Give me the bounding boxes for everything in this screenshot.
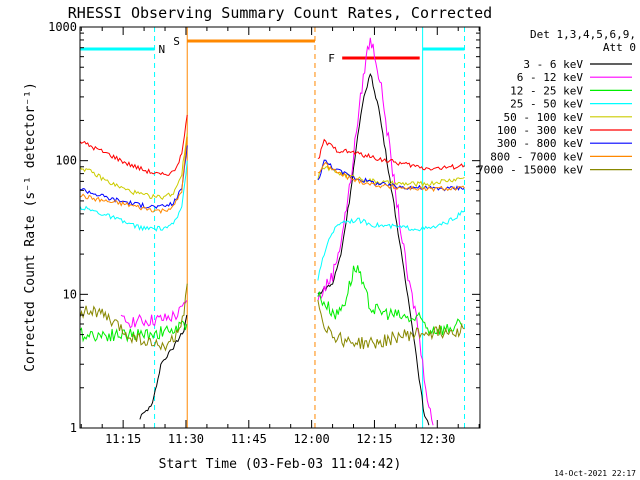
- x-tick-label-4: 12:15: [356, 432, 392, 446]
- legend-entry-label-4: 50 - 100 keV: [504, 111, 584, 124]
- flag-label-N: N: [159, 43, 166, 56]
- series-line-4-seg-0: [79, 133, 188, 200]
- series-line-8-seg-0: [79, 283, 188, 352]
- series-line-4-seg-1: [317, 165, 465, 188]
- legend-header-line2: Att 0: [603, 41, 636, 54]
- series-line-8-seg-1: [317, 299, 465, 350]
- flag-label-S: S: [173, 35, 180, 48]
- plot-frame: [79, 26, 481, 429]
- chart-title: RHESSI Observing Summary Count Rates, Co…: [68, 4, 492, 22]
- series-line-7-seg-1: [317, 161, 465, 193]
- x-tick-label-0: 11:15: [105, 432, 141, 446]
- x-tick-label-1: 11:30: [168, 432, 204, 446]
- x-tick-label-2: 11:45: [231, 432, 267, 446]
- legend-entry-label-6: 300 - 800 keV: [497, 137, 583, 150]
- footer-date: 14-Oct-2021 22:17: [554, 469, 636, 478]
- x-axis: 11:15 11:30 11:45 12:00 12:15 12:30: [80, 27, 480, 446]
- series-line-0-seg-1: [317, 72, 430, 426]
- series-line-7-seg-0: [79, 137, 188, 214]
- legend-entry-label-7: 800 - 7000 keV: [490, 150, 583, 163]
- series-line-1-seg-0: [120, 300, 188, 329]
- legend-entry-label-1: 6 - 12 keV: [517, 71, 584, 84]
- series-line-2-seg-0: [79, 320, 188, 343]
- y-axis-label: Corrected Count Rate (s⁻¹ detector⁻¹): [23, 82, 38, 372]
- legend-entry-label-3: 25 - 50 keV: [510, 98, 583, 111]
- x-tick-label-5: 12:30: [419, 432, 455, 446]
- series-line-2-seg-1: [317, 265, 463, 336]
- x-axis-label: Start Time (03-Feb-03 11:04:42): [159, 457, 402, 472]
- legend-entry-label-8: 7000 - 15000 keV: [477, 164, 583, 177]
- y-tick-label-0: 1: [70, 421, 77, 435]
- series-line-3-seg-1: [317, 210, 465, 281]
- series-line-3-seg-0: [79, 160, 188, 232]
- legend-entry-label-2: 12 - 25 keV: [510, 84, 583, 97]
- series-line-5-seg-1: [317, 138, 465, 171]
- flag-label-F: F: [328, 52, 335, 65]
- legend-header-line1: Det 1,3,4,5,6,9,: [530, 28, 636, 41]
- legend-entry-label-0: 3 - 6 keV: [523, 58, 583, 71]
- series-line-0-seg-0: [139, 314, 188, 420]
- y-tick-label-3: 1000: [48, 20, 77, 34]
- series-line-1-seg-1: [317, 37, 434, 426]
- y-tick-label-1: 10: [63, 287, 77, 301]
- y-axis: 1 10 100 1000: [48, 20, 480, 435]
- y-tick-label-2: 100: [55, 154, 77, 168]
- x-tick-label-3: 12:00: [294, 432, 330, 446]
- plot-area: NS F: [79, 27, 466, 428]
- series-line-6-seg-0: [79, 145, 188, 210]
- series-line-5-seg-0: [79, 114, 188, 176]
- legend-entry-label-5: 100 - 300 keV: [497, 124, 583, 137]
